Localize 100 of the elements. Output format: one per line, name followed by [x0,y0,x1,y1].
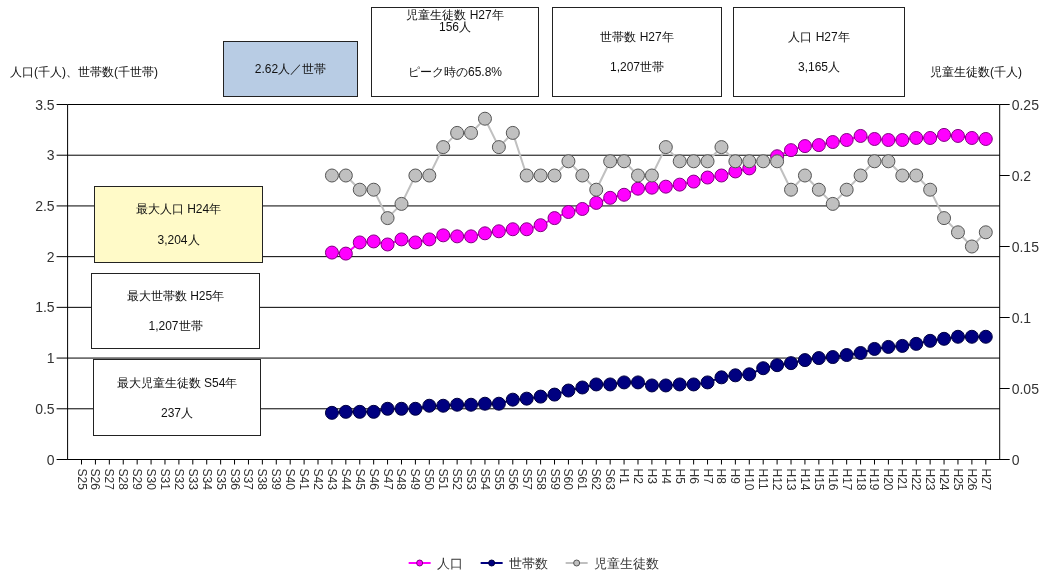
point [923,182,938,197]
y2-tick-label: 0.05 [1011,380,1040,397]
x-tick-label: H26 [964,468,979,491]
x-tick-label: H4 [658,468,673,485]
point [853,346,868,360]
point [825,196,840,211]
x-tick-label: S47 [380,468,395,491]
point [575,201,590,216]
point [909,336,924,351]
point [338,246,353,261]
x-tick-label: S60 [561,468,576,491]
x-tick-label: S37 [241,468,256,491]
point [561,205,576,220]
x-tick-label: S27 [102,468,117,491]
point [366,404,381,419]
x-tick-label: H12 [770,468,785,491]
point [519,222,534,237]
point [756,361,771,376]
point [686,174,701,189]
point [352,235,367,250]
y-tick-label: 3 [46,147,55,164]
point [825,350,840,365]
x-tick-label: S25 [74,468,89,491]
point [825,135,840,150]
point [366,182,381,197]
y-tick-label: 2 [46,248,55,265]
point [950,329,965,344]
point [770,358,785,373]
point [714,370,729,385]
point [533,218,548,233]
point [839,133,854,147]
annotation: 最大人口 H24年 [134,202,223,216]
point [853,168,868,183]
point [561,383,576,398]
point [742,154,757,169]
x-tick-label: S38 [255,468,270,491]
point [505,222,520,237]
x-tick-label: H10 [742,468,757,491]
x-tick-label: H17 [839,468,854,491]
point [617,154,632,169]
x-tick-label: S62 [589,468,604,491]
x-tick-label: S44 [338,468,353,491]
y-tick-label: 3.5 [35,96,55,113]
point [505,125,520,140]
point [686,377,701,392]
y-tick-label: 2.5 [35,197,55,214]
point [658,378,673,393]
point [881,154,896,169]
point [589,182,604,197]
x-tick-label: S51 [436,468,451,491]
point [937,127,952,142]
point [839,348,854,363]
text: 世帯数 H27年 [599,30,675,44]
point [950,225,965,240]
x-tick-label: S55 [491,468,506,491]
point [672,154,687,169]
point [450,397,465,412]
point [700,170,715,185]
point [630,168,645,183]
point [797,168,812,183]
point [630,375,645,390]
x-tick-label: H2 [630,468,645,485]
text: 3,165人 [797,60,841,74]
point [464,397,479,412]
x-tick-label: S31 [157,468,172,491]
x-tick-label: H22 [909,468,924,491]
annotation: 最大世帯数 H25年 [125,289,226,303]
point [714,140,729,155]
point [881,133,896,147]
point [450,125,465,140]
y-tick-label: 1.5 [35,299,55,316]
point [853,128,868,143]
y2-tick-label: 0.1 [1011,309,1032,326]
point [797,353,812,368]
text: ピーク時の65.8% [407,65,503,79]
point [589,195,604,210]
x-tick-label: S58 [533,468,548,491]
point [964,239,979,254]
y2-axis-title: 児童生徒数(千人) [930,65,1022,79]
point [519,168,534,183]
point [464,125,479,140]
point [658,140,673,155]
x-tick-label: H21 [895,468,910,491]
point [923,130,938,145]
point [644,180,659,195]
point [533,389,548,404]
point [338,168,353,183]
y-axis-title: 人口(千人)、世帯数(千世帯) [10,65,158,79]
x-tick-label: H18 [853,468,868,491]
point [714,168,729,183]
x-tick-label: S32 [171,468,186,491]
point [770,154,785,169]
point [436,398,451,413]
point [964,329,979,344]
x-tick-label: S29 [130,468,145,491]
point [561,154,576,169]
point [436,228,451,243]
point [909,130,924,145]
point [547,387,562,402]
point [491,224,506,239]
